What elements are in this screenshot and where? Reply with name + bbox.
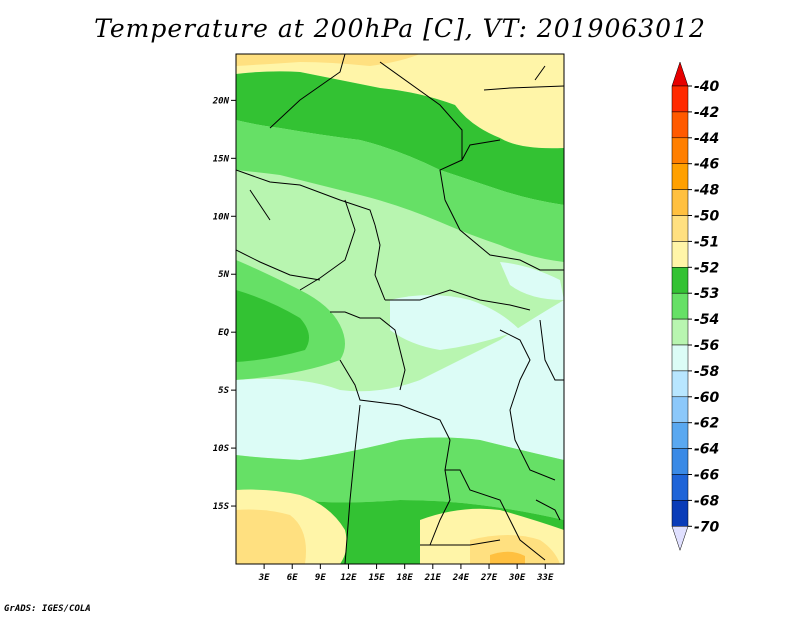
colorbar-swatch [671, 215, 689, 242]
colorbar-label: -48 [694, 183, 720, 199]
colorbar-label: -68 [694, 493, 720, 509]
lon-tick-label: 6E [287, 573, 298, 583]
contour-53-north [236, 120, 564, 262]
colorbar-label: -53 [694, 286, 719, 302]
colorbar-swatch [671, 163, 689, 190]
colorbar-swatch [671, 396, 689, 423]
lat-tick-label: 20N [212, 96, 230, 106]
colorbar-swatch [671, 422, 689, 449]
lat-tick-label: 10N [213, 212, 230, 222]
latitude-axis: 20N 15N 10N 5N EQ 5S 10S 15S [212, 96, 236, 512]
colorbar-swatch [671, 344, 689, 372]
colorbar-swatch [671, 85, 689, 113]
map-title: Temperature at 200hPa [C], VT: 201906301… [94, 14, 706, 43]
colorbar-swatch [671, 448, 689, 475]
country-borders [236, 54, 564, 564]
map-frame [235, 53, 565, 565]
colorbar-label: -46 [694, 157, 720, 173]
colorbar-swatch [671, 500, 689, 527]
lat-tick-label: 15N [213, 154, 230, 164]
lat-tick-label: 5S [218, 386, 229, 396]
lat-tick-label: 5N [218, 270, 229, 280]
colorbar-label: -42 [694, 105, 719, 121]
colorbar-label: -50 [694, 209, 720, 225]
contour-56-central [236, 300, 564, 460]
temperature-field [236, 54, 564, 564]
colorbar-label: -52 [694, 260, 719, 276]
colorbar-label: -44 [694, 131, 719, 147]
colorbar-label: -70 [694, 519, 720, 535]
colorbar-swatch [671, 241, 689, 268]
colorbar-swatch [671, 267, 689, 294]
lon-tick-label: 12E [340, 573, 357, 583]
colorbar-label: -66 [694, 468, 720, 484]
lat-tick-label: 10S [213, 444, 230, 454]
lon-tick-label: 33E [536, 573, 554, 583]
lon-tick-label: 3E [258, 573, 270, 583]
colorbar-label: -62 [694, 416, 719, 432]
lat-tick-label: 15S [213, 502, 230, 512]
colorbar-label: -56 [694, 338, 720, 354]
colorbar-swatch [671, 370, 689, 398]
colorbar-bottom-arrow [671, 526, 689, 552]
colorbar-swatch [671, 292, 689, 320]
colorbar-label: -60 [694, 390, 720, 406]
lon-tick-label: 27E [480, 573, 498, 583]
lon-tick-label: 15E [368, 573, 385, 583]
colorbar-swatch [671, 189, 689, 216]
lon-tick-label: 18E [397, 573, 414, 583]
colorbar-swatch [671, 318, 689, 346]
contour-53-south [236, 437, 564, 520]
colorbar-top-arrow [671, 61, 689, 87]
colorbar-label: -58 [694, 364, 720, 380]
lon-tick-label: 21E [424, 573, 442, 583]
lat-tick-label: EQ [218, 328, 229, 338]
colorbar-label: -64 [694, 442, 719, 458]
lon-tick-label: 30E [508, 573, 526, 583]
contour-52-north [236, 71, 564, 205]
colorbar-swatch [671, 474, 689, 501]
contour-warm-north [236, 54, 564, 149]
grads-credit: GrADS: IGES/COLA [4, 604, 91, 614]
colorbar-label: -54 [694, 312, 719, 328]
lon-tick-label: 9E [315, 573, 326, 583]
colorbar-label: -40 [694, 79, 720, 95]
longitude-axis: 3E 6E 9E 12E 15E 18E 21E 24E 27E 30E 33E [258, 564, 554, 583]
colorbar-label: -51 [694, 234, 719, 250]
colorbar-swatch [671, 111, 689, 139]
lon-tick-label: 24E [452, 573, 470, 583]
colorbar: -40 -42 -44 -46 -48 -50 -51 -52 -53 -54 -56 -58 -60 -… [671, 61, 720, 552]
colorbar-swatch [671, 137, 689, 164]
